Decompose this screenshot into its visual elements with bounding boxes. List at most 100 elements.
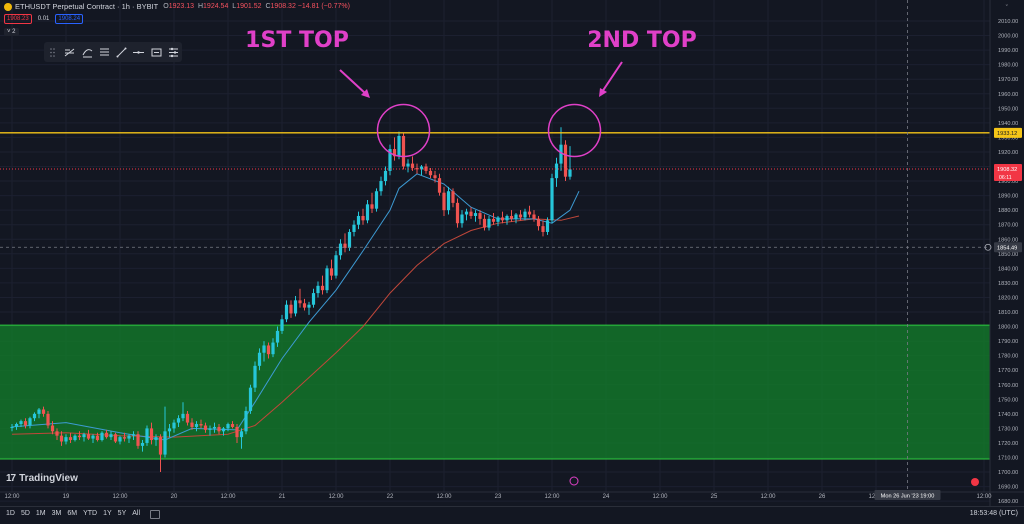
candle [361, 208, 365, 225]
buy-button[interactable]: 1908.24 [55, 14, 84, 24]
candle [428, 167, 433, 179]
candle-body [203, 425, 208, 430]
candle [32, 412, 37, 422]
sell-button[interactable]: 1908.23 [4, 14, 32, 24]
indicators-collapse-button[interactable]: ˅ 2 [4, 28, 19, 36]
trend-line-icon[interactable] [116, 47, 127, 58]
candles [10, 127, 572, 473]
time-tick-label: 12:00 [652, 494, 668, 500]
candle [257, 348, 262, 371]
candle [50, 421, 55, 435]
candle-body [176, 418, 181, 423]
candle [374, 188, 379, 212]
arrow-icon [601, 61, 623, 93]
candle [352, 220, 356, 237]
candle-body [50, 425, 55, 432]
candle-body [145, 428, 149, 443]
candle-body [491, 218, 496, 222]
candle [104, 429, 109, 439]
candle-body [311, 293, 316, 305]
ohlc-low: 1901.52 [236, 3, 262, 10]
candle [289, 300, 293, 318]
candle [82, 432, 86, 442]
settings-icon[interactable] [168, 47, 179, 58]
time-tick-label: 12:00 [436, 494, 452, 500]
range-button-1d[interactable]: 1D [6, 510, 15, 517]
range-button-6m[interactable]: 6M [67, 510, 78, 517]
candle [392, 137, 397, 161]
candle-body [68, 437, 73, 441]
candle-body [118, 437, 122, 442]
range-button-5d[interactable]: 5D [20, 510, 30, 517]
candle-body [307, 304, 311, 308]
candle-body [406, 163, 410, 167]
candle-body [460, 214, 464, 224]
candle [14, 422, 19, 430]
candle-body [212, 426, 217, 429]
candle [370, 192, 374, 214]
candle-body [194, 424, 199, 427]
curve-icon[interactable] [82, 47, 93, 58]
range-button-all[interactable]: All [132, 510, 141, 517]
utc-clock[interactable]: 18:53:48 (UTC) [969, 510, 1018, 517]
candle-body [433, 175, 437, 179]
candle-body [401, 135, 406, 167]
candle [226, 422, 230, 432]
candle [109, 431, 113, 441]
candle-body [379, 181, 383, 192]
time-tick-label: 26 [819, 494, 826, 500]
candle [433, 170, 437, 183]
drag-handle-icon[interactable] [47, 47, 58, 58]
candle [379, 176, 383, 196]
candle-body [23, 421, 28, 426]
time-axis[interactable]: 12:00 19 12:00 20 12:00 21 12:00 22 12:00 23 12:00… [0, 476, 1024, 500]
lines-icon[interactable] [99, 47, 110, 58]
candle-body [352, 224, 356, 232]
candle-body [149, 428, 154, 441]
price-axis[interactable]: 2010.00 2000.00 1990.00 1980.00 1970.00 1960.… [989, 0, 1024, 506]
candle [338, 239, 343, 260]
range-button-ytd[interactable]: YTD [83, 510, 98, 517]
candle-body [55, 431, 59, 436]
measure-icon[interactable] [151, 47, 162, 58]
candle-body [392, 149, 397, 157]
range-button-1m[interactable]: 1M [35, 510, 46, 517]
candle-body [347, 231, 352, 248]
resistance-price-text: 1933.12 [997, 131, 1017, 137]
time-tick-label: 23 [495, 494, 502, 500]
candle-body [199, 424, 203, 426]
candle [478, 210, 482, 225]
candle-body [410, 163, 415, 168]
price-levels [0, 132, 990, 170]
candle [536, 215, 541, 231]
candle [541, 220, 545, 237]
range-button-1y[interactable]: 1Y [103, 510, 112, 517]
price-tick-label: 2010.00 [998, 19, 1018, 25]
candle-body [536, 218, 541, 227]
symbol-title[interactable]: ETHUSDT Perpetual Contract · 1h · BYBIT [15, 2, 159, 11]
candle-body [46, 413, 50, 426]
horizontal-line-icon[interactable] [133, 47, 145, 58]
time-tick-label: 12:00 [220, 494, 236, 500]
candle-body [73, 435, 77, 441]
range-button-3m[interactable]: 3M [51, 510, 62, 517]
crosshair: 1854.49 [0, 0, 1022, 492]
candle-body [109, 434, 113, 438]
candle-body [568, 169, 572, 177]
candle [91, 434, 95, 443]
candle-body [361, 215, 365, 221]
price-tick-label: 1850.00 [998, 252, 1018, 258]
candle-body [334, 255, 338, 276]
candle-body [343, 243, 347, 248]
event-marker-icon [569, 476, 579, 486]
candle [208, 425, 212, 436]
goto-date-icon[interactable] [150, 510, 161, 519]
fib-icon[interactable] [64, 47, 75, 58]
candle-body [316, 285, 320, 294]
candle [262, 341, 266, 362]
candle [203, 422, 208, 433]
candle [77, 431, 82, 441]
candle-body [82, 434, 86, 438]
range-button-5y[interactable]: 5Y [117, 510, 127, 517]
